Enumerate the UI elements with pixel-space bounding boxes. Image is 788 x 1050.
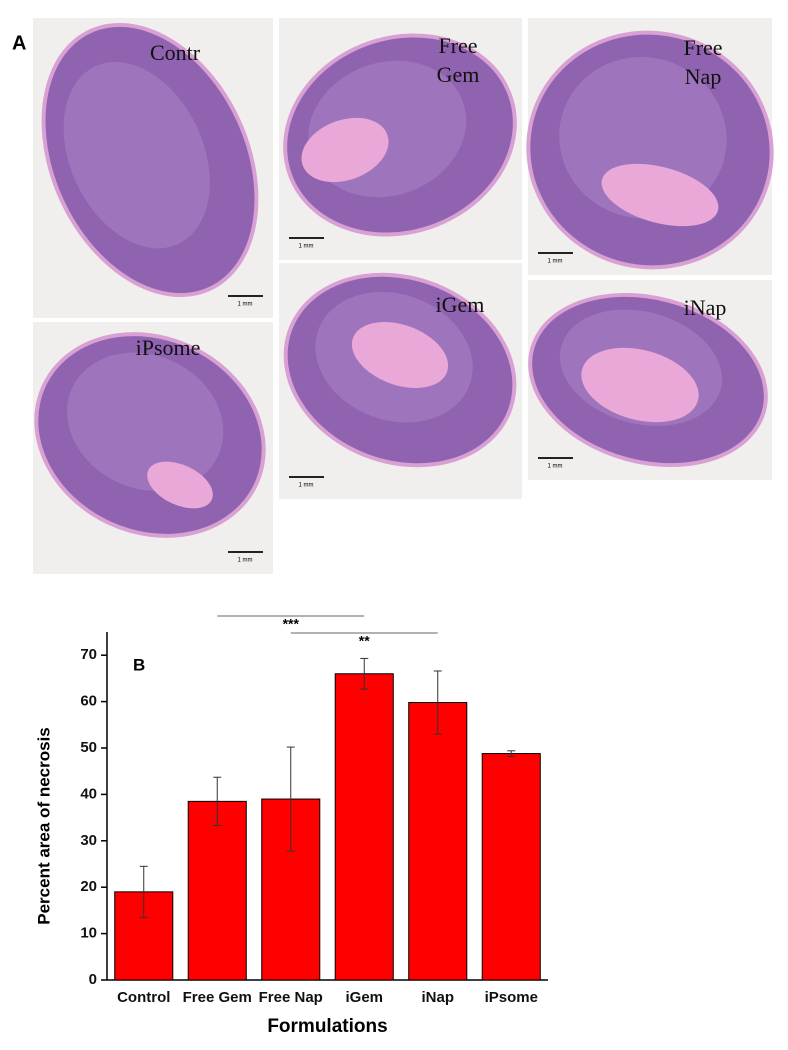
histology-image: 1 mm iPsome bbox=[33, 322, 273, 574]
y-tick-label: 20 bbox=[80, 878, 97, 895]
scale-bar-label: 1 mm bbox=[238, 302, 253, 308]
image-label: iPsome bbox=[136, 335, 201, 360]
x-tick-label: iNap bbox=[421, 989, 454, 1006]
tissue-light bbox=[63, 62, 210, 249]
necrotic-area bbox=[301, 117, 389, 183]
image-label: iGem bbox=[436, 292, 485, 317]
scale-bar-label: 1 mm bbox=[299, 244, 314, 250]
histology-image: 1 mm Contr bbox=[33, 18, 273, 318]
y-tick-label: 50 bbox=[80, 739, 97, 756]
panel-b: 0 10 20 30 40 50 60 70 B Percent area of necrosis… bbox=[34, 615, 548, 1037]
scale-bar-label: 1 mm bbox=[548, 259, 563, 265]
error-bar bbox=[433, 670, 442, 735]
significance-label: ** bbox=[359, 633, 370, 649]
x-tick-label: Control bbox=[117, 989, 170, 1006]
x-tick-label: Free Nap bbox=[259, 989, 323, 1006]
necrotic-area bbox=[601, 163, 719, 227]
y-tick-label: 70 bbox=[80, 646, 97, 663]
y-tick-label: 60 bbox=[80, 693, 97, 710]
necrotic-area bbox=[581, 347, 699, 423]
y-tick-label: 40 bbox=[80, 785, 97, 802]
significance-label: *** bbox=[283, 616, 300, 632]
error-bar bbox=[139, 865, 148, 918]
histology-image: 1 mm iNap bbox=[528, 280, 772, 480]
y-tick-label: 0 bbox=[89, 971, 97, 988]
error-bar bbox=[507, 750, 516, 757]
histology-image: 1 mm iGem bbox=[279, 263, 522, 499]
necrotic-area bbox=[351, 322, 449, 388]
error-bar bbox=[360, 657, 369, 690]
necrotic-area bbox=[147, 461, 213, 509]
image-label: Nap bbox=[685, 64, 722, 89]
x-axis-title: Formulations bbox=[267, 1016, 387, 1037]
image-label: Gem bbox=[437, 62, 480, 87]
bar bbox=[408, 702, 468, 981]
bar bbox=[481, 753, 541, 981]
scale-bar-label: 1 mm bbox=[548, 464, 563, 470]
panel-a: 1 mm Contr 1 mm Free Gem 1 mm Free Nap 1 mm iPsom… bbox=[33, 18, 774, 574]
histology-image: 1 mm Free Nap bbox=[526, 18, 774, 275]
error-bar bbox=[213, 776, 222, 826]
x-tick-label: Free Gem bbox=[183, 989, 252, 1006]
panel-label: B bbox=[133, 655, 145, 674]
scale-bar-label: 1 mm bbox=[238, 558, 253, 564]
x-tick-label: iGem bbox=[345, 989, 383, 1006]
y-tick-label: 30 bbox=[80, 832, 97, 849]
tissue-light bbox=[66, 352, 224, 491]
image-label: Free bbox=[438, 33, 477, 58]
y-tick-label: 10 bbox=[80, 925, 97, 942]
bar bbox=[334, 673, 394, 981]
scale-bar-label: 1 mm bbox=[299, 483, 314, 489]
histology-image: 1 mm Free Gem bbox=[279, 18, 522, 260]
image-label: Contr bbox=[150, 40, 201, 65]
error-bar bbox=[286, 746, 295, 852]
panel-label: A bbox=[12, 32, 26, 54]
x-tick-label: iPsome bbox=[485, 989, 538, 1006]
bar bbox=[187, 800, 247, 981]
image-label: iNap bbox=[684, 295, 727, 320]
y-axis-title: Percent area of necrosis bbox=[34, 727, 53, 924]
image-label: Free bbox=[683, 35, 722, 60]
